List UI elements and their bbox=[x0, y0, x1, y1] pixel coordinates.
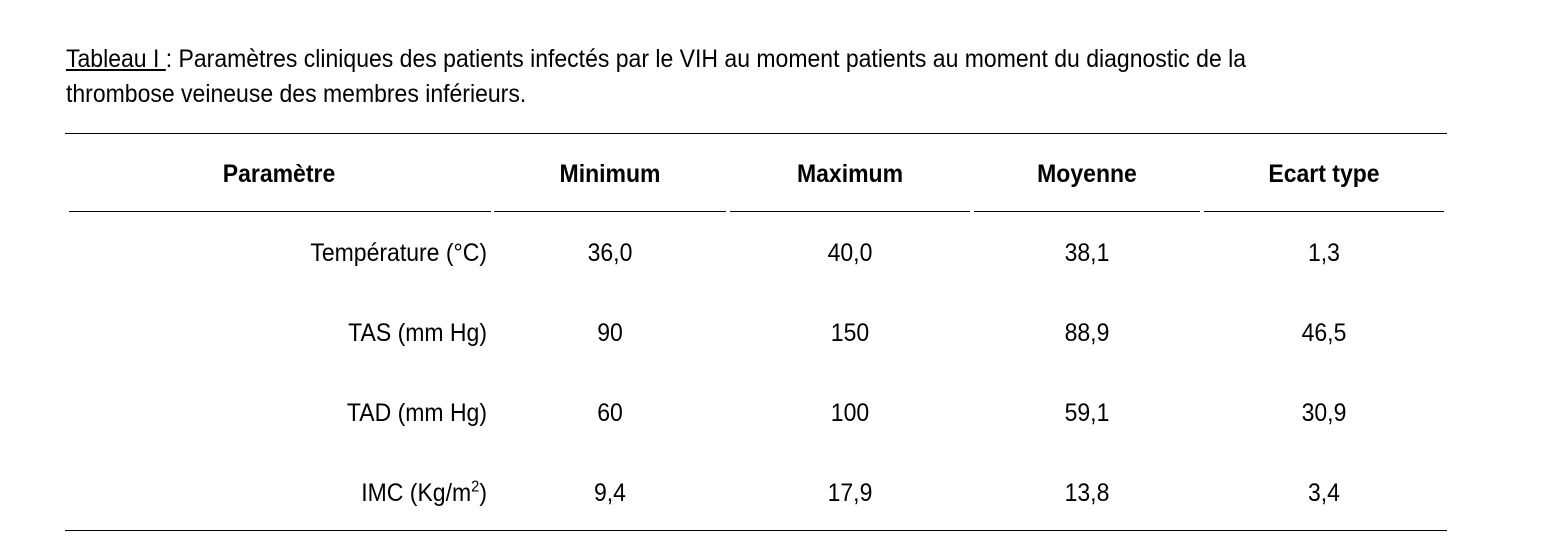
row-temperature-max: 40,0 bbox=[827, 239, 873, 267]
caption-label: Tableau I bbox=[66, 45, 166, 73]
row-tas-mean: 88,9 bbox=[1064, 319, 1110, 347]
row-imc-param-prefix: IMC (Kg/m bbox=[361, 479, 472, 507]
table-top-rule bbox=[65, 133, 1447, 134]
row-temperature-sd: 1,3 bbox=[1308, 239, 1340, 267]
row-temperature-min: 36,0 bbox=[587, 239, 633, 267]
row-imc-param: IMC (Kg/m2) bbox=[102, 478, 487, 508]
header-parametre: Paramètre bbox=[222, 160, 336, 188]
row-tad-min: 60 bbox=[597, 399, 623, 427]
row-tad-sd: 30,9 bbox=[1301, 399, 1347, 427]
row-tas-sd: 46,5 bbox=[1301, 319, 1347, 347]
row-tad-mean: 59,1 bbox=[1064, 399, 1110, 427]
row-tas-min: 90 bbox=[597, 319, 623, 347]
header-maximum: Maximum bbox=[796, 160, 904, 188]
row-imc-max: 17,9 bbox=[827, 479, 873, 507]
row-imc-mean: 13,8 bbox=[1064, 479, 1110, 507]
table-bottom-rule bbox=[65, 530, 1447, 531]
row-imc-param-suffix: ) bbox=[479, 479, 487, 507]
row-tad-max: 100 bbox=[830, 399, 870, 427]
caption-text: : Paramètres cliniques des patients infe… bbox=[66, 45, 1247, 108]
table-caption: Tableau I : Paramètres cliniques des pat… bbox=[66, 42, 1354, 112]
header-moyenne: Moyenne bbox=[1037, 160, 1137, 188]
row-imc-param-sup: 2 bbox=[471, 478, 480, 496]
row-tas-param: TAS (mm Hg) bbox=[348, 319, 487, 347]
row-imc-min: 9,4 bbox=[594, 479, 626, 507]
row-tas-max: 150 bbox=[830, 319, 870, 347]
header-rule-ecart-type bbox=[1204, 211, 1444, 212]
header-rule-minimum bbox=[494, 211, 726, 212]
header-rule-parametre bbox=[69, 211, 491, 212]
header-rule-moyenne bbox=[974, 211, 1200, 212]
row-tad-param: TAD (mm Hg) bbox=[346, 399, 487, 427]
header-ecart-type: Ecart type bbox=[1268, 160, 1380, 188]
header-minimum: Minimum bbox=[559, 160, 661, 188]
row-temperature-mean: 38,1 bbox=[1064, 239, 1110, 267]
row-imc-sd: 3,4 bbox=[1308, 479, 1340, 507]
row-temperature-param: Température (°C) bbox=[310, 239, 487, 267]
header-rule-maximum bbox=[730, 211, 970, 212]
